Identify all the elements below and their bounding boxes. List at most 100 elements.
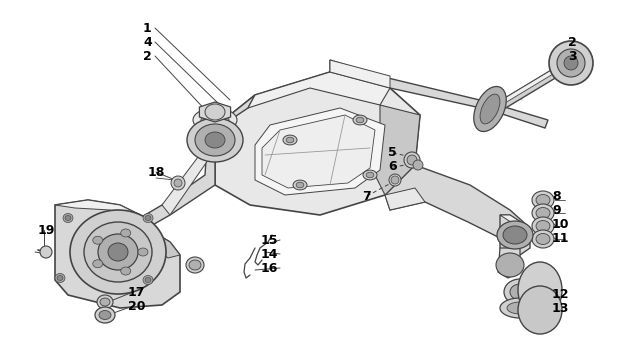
Ellipse shape (97, 295, 113, 309)
Text: 2: 2 (143, 50, 152, 63)
Polygon shape (490, 60, 568, 112)
Ellipse shape (93, 260, 103, 268)
Ellipse shape (40, 246, 52, 258)
Ellipse shape (564, 56, 578, 70)
Polygon shape (330, 60, 548, 128)
Ellipse shape (93, 236, 103, 244)
Ellipse shape (121, 229, 131, 237)
Polygon shape (262, 115, 375, 188)
Ellipse shape (518, 262, 562, 318)
Ellipse shape (95, 307, 115, 323)
Polygon shape (498, 248, 520, 278)
Ellipse shape (57, 275, 63, 280)
Ellipse shape (186, 257, 204, 273)
Ellipse shape (205, 104, 225, 120)
Ellipse shape (549, 41, 593, 85)
Polygon shape (255, 108, 385, 195)
Ellipse shape (503, 226, 527, 244)
Ellipse shape (366, 172, 374, 178)
Ellipse shape (536, 194, 550, 205)
Polygon shape (215, 72, 420, 215)
Text: 1: 1 (143, 21, 152, 34)
Polygon shape (248, 72, 390, 108)
Text: 10: 10 (552, 218, 570, 231)
Ellipse shape (536, 234, 550, 244)
Ellipse shape (356, 117, 364, 123)
Ellipse shape (500, 298, 540, 318)
Polygon shape (85, 145, 215, 252)
Ellipse shape (536, 221, 550, 232)
Ellipse shape (532, 217, 554, 235)
Polygon shape (375, 105, 420, 195)
Ellipse shape (63, 214, 73, 222)
Ellipse shape (121, 267, 131, 275)
Polygon shape (55, 200, 180, 308)
Text: 16: 16 (261, 261, 278, 274)
Text: 14: 14 (261, 248, 278, 260)
Ellipse shape (407, 155, 417, 165)
Ellipse shape (70, 210, 166, 294)
Ellipse shape (283, 135, 297, 145)
Text: 7: 7 (362, 189, 371, 203)
Ellipse shape (145, 216, 151, 221)
Ellipse shape (65, 216, 71, 221)
Polygon shape (500, 215, 530, 228)
Polygon shape (55, 200, 140, 220)
Ellipse shape (496, 253, 524, 277)
Ellipse shape (363, 170, 377, 180)
Text: 2: 2 (568, 35, 577, 49)
Text: 18: 18 (148, 166, 166, 178)
Ellipse shape (84, 222, 152, 282)
Ellipse shape (518, 286, 562, 334)
Text: 6: 6 (388, 160, 397, 173)
Ellipse shape (532, 204, 554, 222)
Ellipse shape (108, 243, 128, 261)
Ellipse shape (507, 302, 533, 314)
Ellipse shape (145, 277, 151, 283)
Ellipse shape (201, 112, 229, 128)
Text: 19: 19 (38, 223, 56, 237)
Ellipse shape (189, 260, 201, 270)
Text: 11: 11 (552, 232, 570, 244)
Text: 13: 13 (552, 302, 569, 314)
Text: 3: 3 (568, 50, 577, 63)
Text: 15: 15 (261, 234, 278, 246)
Text: 9: 9 (552, 204, 561, 217)
Polygon shape (125, 215, 180, 258)
Text: 17: 17 (128, 286, 145, 299)
Ellipse shape (353, 115, 367, 125)
Ellipse shape (504, 279, 536, 305)
Polygon shape (500, 215, 530, 255)
Ellipse shape (195, 124, 235, 156)
Polygon shape (215, 95, 255, 150)
Text: 5: 5 (388, 147, 397, 159)
Polygon shape (200, 102, 231, 122)
Ellipse shape (536, 207, 550, 219)
Ellipse shape (187, 118, 243, 162)
Polygon shape (490, 60, 572, 115)
Ellipse shape (293, 180, 307, 190)
Ellipse shape (497, 221, 533, 249)
Ellipse shape (413, 160, 423, 170)
Polygon shape (162, 145, 215, 215)
Ellipse shape (510, 284, 530, 300)
Ellipse shape (193, 108, 237, 132)
Text: 12: 12 (552, 288, 570, 301)
Text: 4: 4 (143, 35, 152, 49)
Ellipse shape (138, 248, 148, 256)
Polygon shape (385, 188, 425, 210)
Polygon shape (330, 60, 390, 88)
Text: 20: 20 (128, 300, 145, 312)
Ellipse shape (532, 230, 554, 248)
Ellipse shape (389, 174, 401, 186)
Ellipse shape (286, 137, 294, 143)
Ellipse shape (391, 176, 399, 184)
Ellipse shape (55, 273, 65, 283)
Ellipse shape (143, 214, 153, 222)
Text: 8: 8 (552, 189, 561, 203)
Ellipse shape (99, 310, 111, 320)
Ellipse shape (174, 179, 182, 187)
Ellipse shape (143, 275, 153, 285)
Ellipse shape (532, 191, 554, 209)
Polygon shape (385, 165, 530, 248)
